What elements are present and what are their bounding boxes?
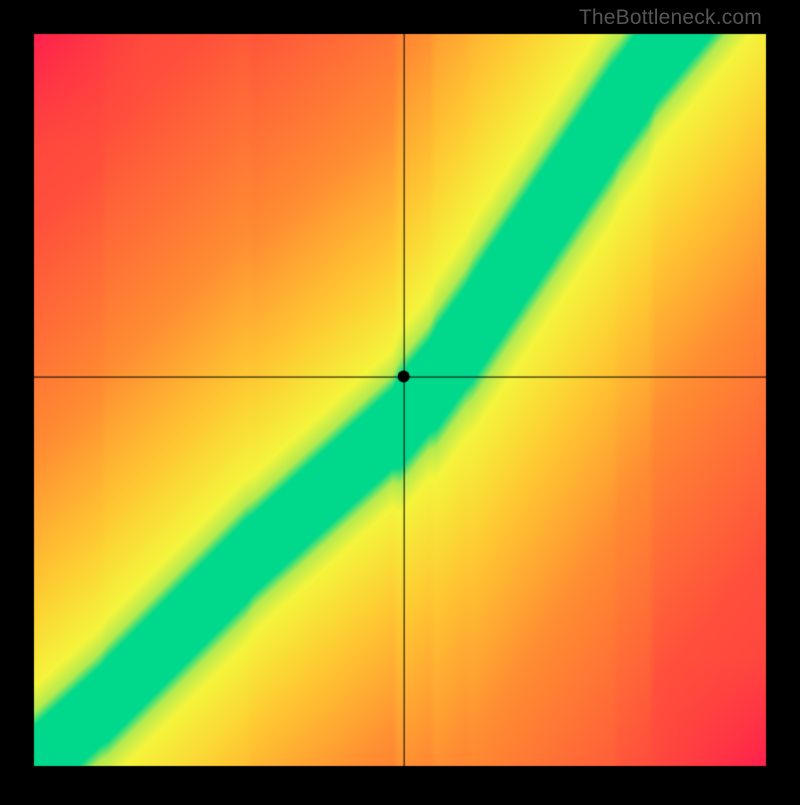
watermark-text: TheBottleneck.com: [579, 6, 762, 30]
bottleneck-heatmap: [0, 0, 800, 800]
chart-container: TheBottleneck.com: [0, 0, 800, 800]
